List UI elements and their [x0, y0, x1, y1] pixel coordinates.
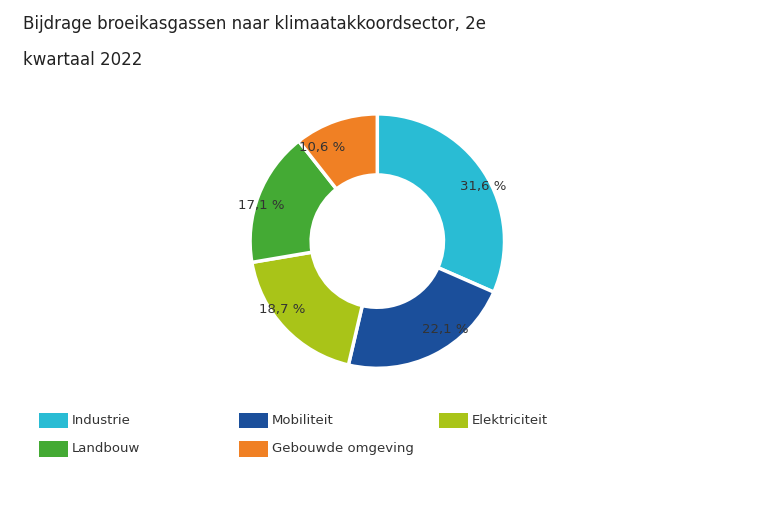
Text: 22,1 %: 22,1 %	[422, 323, 468, 337]
Text: 17,1 %: 17,1 %	[238, 199, 285, 212]
Wedge shape	[377, 114, 504, 292]
Wedge shape	[348, 268, 494, 368]
Wedge shape	[299, 114, 377, 189]
Wedge shape	[252, 252, 362, 365]
Text: Landbouw: Landbouw	[72, 442, 140, 456]
Text: Elektriciteit: Elektriciteit	[472, 414, 548, 427]
Text: Gebouwde omgeving: Gebouwde omgeving	[272, 442, 413, 456]
Text: Bijdrage broeikasgassen naar klimaatakkoordsector, 2e: Bijdrage broeikasgassen naar klimaatakko…	[23, 15, 486, 33]
Text: 10,6 %: 10,6 %	[299, 141, 345, 154]
Wedge shape	[250, 141, 336, 262]
Text: kwartaal 2022: kwartaal 2022	[23, 51, 142, 69]
Text: 31,6 %: 31,6 %	[460, 180, 507, 193]
Text: 18,7 %: 18,7 %	[259, 303, 305, 315]
Text: Industrie: Industrie	[72, 414, 130, 427]
Text: Mobiliteit: Mobiliteit	[272, 414, 333, 427]
